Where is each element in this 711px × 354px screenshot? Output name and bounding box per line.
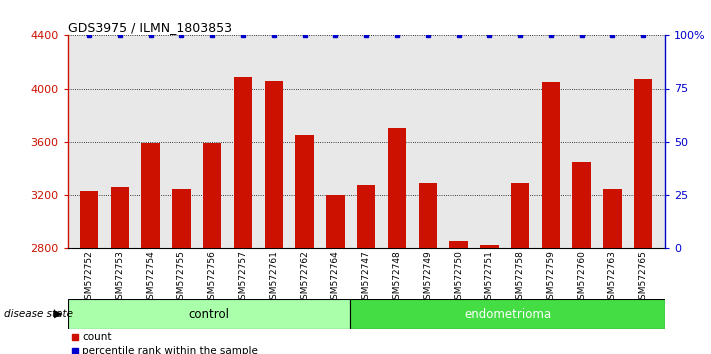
Text: percentile rank within the sample: percentile rank within the sample	[82, 346, 258, 354]
Bar	[634, 79, 653, 248]
Text: disease state: disease state	[4, 309, 73, 319]
Bar	[357, 185, 375, 248]
Bar	[264, 81, 283, 248]
Bar	[203, 143, 221, 248]
Text: GDS3975 / ILMN_1803853: GDS3975 / ILMN_1803853	[68, 21, 232, 34]
Bar	[80, 191, 98, 248]
Text: endometrioma: endometrioma	[464, 308, 551, 321]
Bar	[351, 299, 665, 329]
Bar	[111, 187, 129, 248]
Bar	[326, 195, 345, 248]
Text: ▶: ▶	[54, 309, 63, 319]
Bar	[449, 241, 468, 248]
Bar	[511, 183, 529, 248]
Bar	[419, 183, 437, 248]
Bar	[387, 129, 406, 248]
Bar	[572, 161, 591, 248]
Bar	[234, 76, 252, 248]
Bar	[172, 189, 191, 248]
Bar	[542, 82, 560, 248]
Bar	[480, 245, 498, 248]
Bar	[68, 299, 351, 329]
Bar	[295, 135, 314, 248]
Bar	[603, 189, 621, 248]
Bar	[141, 143, 160, 248]
Text: count: count	[82, 332, 112, 342]
Text: control: control	[188, 308, 230, 321]
